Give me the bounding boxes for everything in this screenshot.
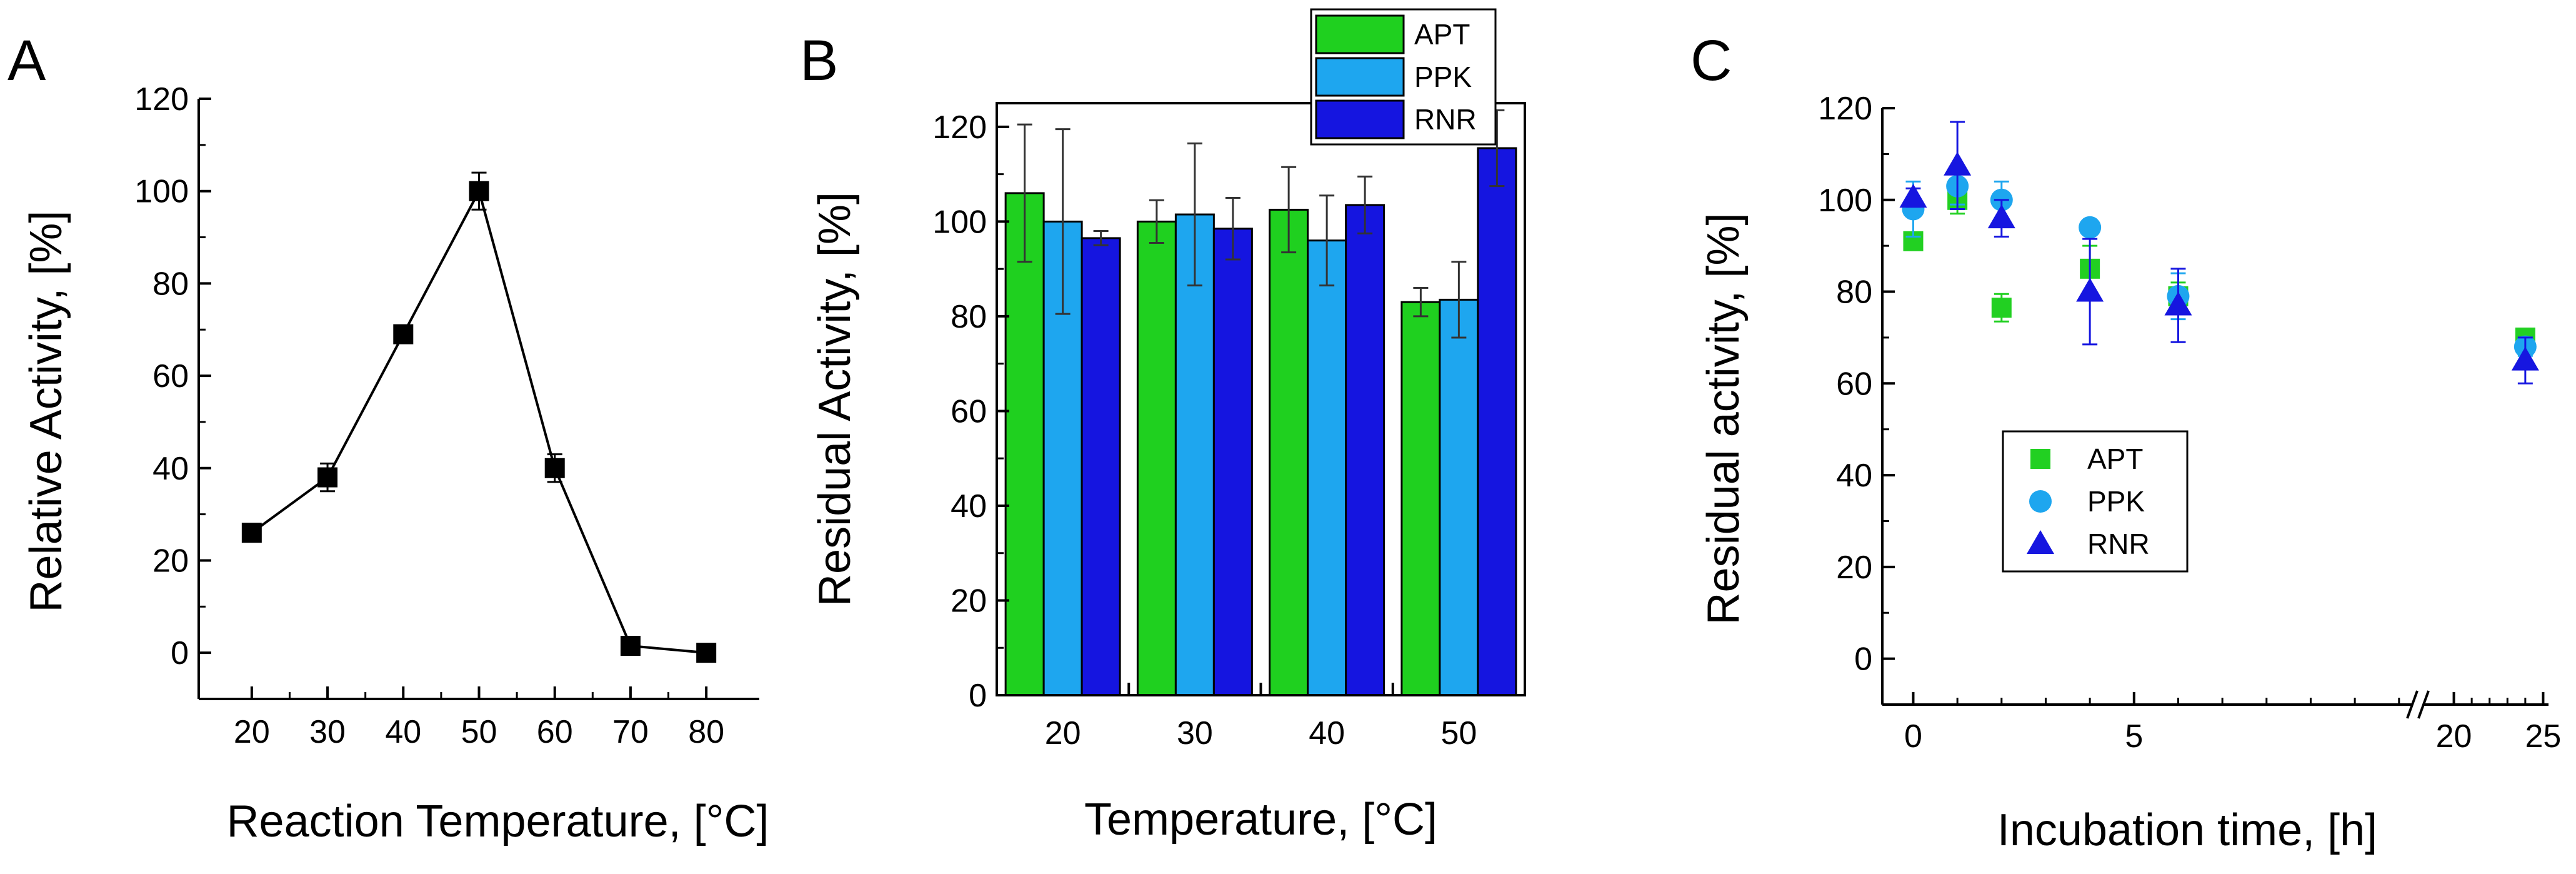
panel-a-y-tick-label: 120 <box>134 81 189 118</box>
panel-c-point-ppk <box>2079 216 2102 239</box>
panel-b-error-bar <box>1357 175 1373 234</box>
panel-c-legend-label: APT <box>2087 443 2143 475</box>
panel-b-bar-ppk <box>1307 239 1347 696</box>
panel-a-x-tick-label: 70 <box>612 714 649 750</box>
panel-b-x-axis-title: Temperature, [°C] <box>1084 795 1437 845</box>
panel-c-x-tick-label: 25 <box>2525 718 2562 755</box>
panel-b-y-tick-label: 40 <box>951 488 987 525</box>
panel-b-error-bar <box>1055 128 1071 315</box>
panel-b-y-tick-label: 0 <box>969 678 987 714</box>
panel-c-x-tick-label: 5 <box>2125 718 2143 755</box>
panel-c-x-axis-title: Incubation time, [h] <box>1997 805 2377 855</box>
panel-b-error-bar <box>1149 199 1164 244</box>
panel-b-y-tick-label: 120 <box>932 109 987 146</box>
panel-b-bar-apt <box>1004 192 1045 696</box>
panel-b-y-axis-title: Residual Activity, [%] <box>810 192 860 606</box>
panel-a-x-tick-label: 50 <box>461 714 497 750</box>
panel-a-data-point <box>544 458 565 478</box>
panel-b-bar-rnr <box>1345 204 1385 696</box>
panel-c-legend-label: RNR <box>2087 528 2150 560</box>
panel-b-legend-label: APT <box>1414 18 1470 51</box>
panel-b-bar-ppk <box>1174 213 1215 696</box>
panel-b-error-bar <box>1093 230 1109 246</box>
panel-b-y-tick-label: 80 <box>951 299 987 335</box>
panel-a-x-tick-label: 20 <box>234 714 270 750</box>
panel-a-data-point <box>241 523 262 543</box>
panel-c-point-apt <box>1991 298 2012 318</box>
panel-c-legend-marker-rnr <box>2027 530 2054 554</box>
panel-c-y-tick-label: 20 <box>1836 550 1872 586</box>
panel-a-data-point <box>317 467 338 488</box>
panel-b-y-tick-label: 60 <box>951 393 987 429</box>
panel-b-bar-apt <box>1400 301 1441 696</box>
panel-b-error-bar <box>1017 123 1032 263</box>
panel-a-y-tick-label: 100 <box>134 174 189 210</box>
panel-c-y-tick-label: 0 <box>1854 641 1872 678</box>
panel-b-bar-apt <box>1269 208 1309 696</box>
panel-b-error-bar <box>1319 194 1335 287</box>
panel-c-axis-break-mark <box>2417 690 2430 719</box>
panel-b-legend-swatch-ppk <box>1315 57 1405 97</box>
panel-b-bar-apt <box>1136 220 1177 696</box>
panel-b-error-bar <box>1413 286 1429 318</box>
panel-label-c: C <box>1690 29 1732 93</box>
panel-b-bar-rnr <box>1212 228 1253 696</box>
panel-a-series-line <box>251 188 707 655</box>
panel-c-y-tick-label: 100 <box>1818 183 1872 219</box>
panel-c-legend-marker-apt <box>2030 449 2050 469</box>
panel-b-x-tick-label: 30 <box>1177 715 1213 751</box>
panel-b-error-bar <box>1281 166 1297 254</box>
panel-b-error-bar <box>1225 197 1241 261</box>
panel-b-x-tick-label: 40 <box>1309 715 1345 751</box>
panel-c-x-tick-label: 20 <box>2436 718 2472 755</box>
panel-c-point-rnr <box>2076 278 2104 302</box>
panel-b-legend-label: PPK <box>1414 61 1472 93</box>
panel-c-point-rnr <box>1899 184 1927 208</box>
panel-a-y-tick-label: 40 <box>152 451 189 487</box>
panel-b-y-tick-label: 20 <box>951 583 987 619</box>
panel-a-x-tick-label: 80 <box>688 714 724 750</box>
panel-c-y-tick-label: 120 <box>1818 91 1872 127</box>
panel-b-bar-rnr <box>1477 147 1517 696</box>
panel-c-y-tick-label: 60 <box>1836 366 1872 402</box>
panel-c-point-rnr <box>1987 204 2015 229</box>
panel-label-b: B <box>800 29 838 93</box>
panel-c-axis-break-mark <box>2406 690 2419 719</box>
panel-c-y-tick-label: 80 <box>1836 274 1872 311</box>
panel-c-point-rnr <box>1944 151 1972 176</box>
panel-a-y-tick-label: 20 <box>152 543 189 579</box>
panel-c-y-tick-label: 40 <box>1836 458 1872 494</box>
panel-a-y-axis-title: Relative Activity, [%] <box>21 211 71 613</box>
panel-label-a: A <box>7 29 46 93</box>
panel-a-x-tick-label: 30 <box>309 714 346 750</box>
panel-a-x-tick-label: 60 <box>537 714 573 750</box>
panel-a-y-tick-label: 0 <box>171 635 189 671</box>
panel-b-y-tick-label: 100 <box>932 204 987 240</box>
panel-b-legend-label: RNR <box>1414 103 1477 136</box>
panel-c-y-axis-title: Residual activity, [%] <box>1699 213 1749 625</box>
panel-b-legend-swatch-apt <box>1315 14 1405 54</box>
panel-b-legend-swatch-rnr <box>1315 99 1405 139</box>
panel-c-point-rnr <box>2164 291 2192 316</box>
panel-b-x-tick-label: 50 <box>1440 715 1477 751</box>
panel-c-point-rnr <box>2511 346 2539 371</box>
panel-c-legend-marker-ppk <box>2029 490 2052 513</box>
panel-a-data-point <box>620 636 641 656</box>
panel-a-data-point <box>696 643 717 663</box>
panel-c-x-tick-label: 0 <box>1904 718 1922 755</box>
panel-a-x-tick-label: 40 <box>385 714 421 750</box>
panel-b-error-bar <box>1451 261 1467 339</box>
panel-a-data-point <box>393 324 414 344</box>
panel-a-data-point <box>469 181 489 201</box>
panel-a-x-axis-title: Reaction Temperature, [°C] <box>227 796 769 846</box>
panel-b-bar-ppk <box>1439 298 1479 696</box>
panel-b-bar-rnr <box>1081 237 1121 696</box>
panel-a-y-tick-label: 80 <box>152 266 189 302</box>
panel-a-y-tick-label: 60 <box>152 358 189 394</box>
panel-c-legend-label: PPK <box>2087 485 2145 518</box>
panel-b-error-bar <box>1187 142 1202 287</box>
panel-b-x-tick-label: 20 <box>1045 715 1081 751</box>
